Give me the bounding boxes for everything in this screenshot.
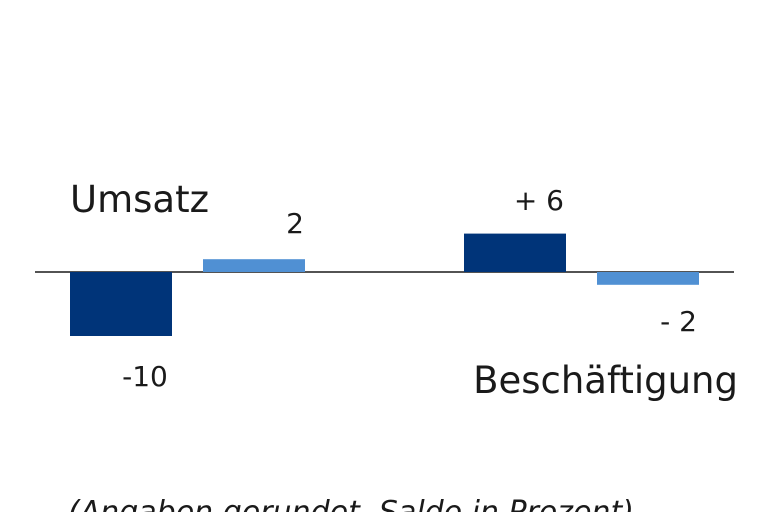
group-label-beschaeftigung: Beschäftigung <box>473 359 738 402</box>
bars-layer <box>70 233 699 336</box>
bar-umsatz-1 <box>70 272 172 336</box>
value-label-umsatz-2: 2 <box>286 207 304 240</box>
value-label-umsatz-1: -10 <box>122 360 168 393</box>
bar-beschaeftigung-2 <box>597 272 699 285</box>
bar-beschaeftigung-1 <box>464 233 566 272</box>
bar-umsatz-2 <box>203 259 305 272</box>
value-labels-layer: -10 2 + 6 - 2 <box>122 184 697 393</box>
value-label-beschaeftigung-1: + 6 <box>514 184 564 217</box>
value-label-beschaeftigung-2: - 2 <box>660 305 697 338</box>
group-label-umsatz: Umsatz <box>70 178 209 221</box>
footnote: (Angaben gerundet, Saldo in Prozent) <box>68 495 634 512</box>
